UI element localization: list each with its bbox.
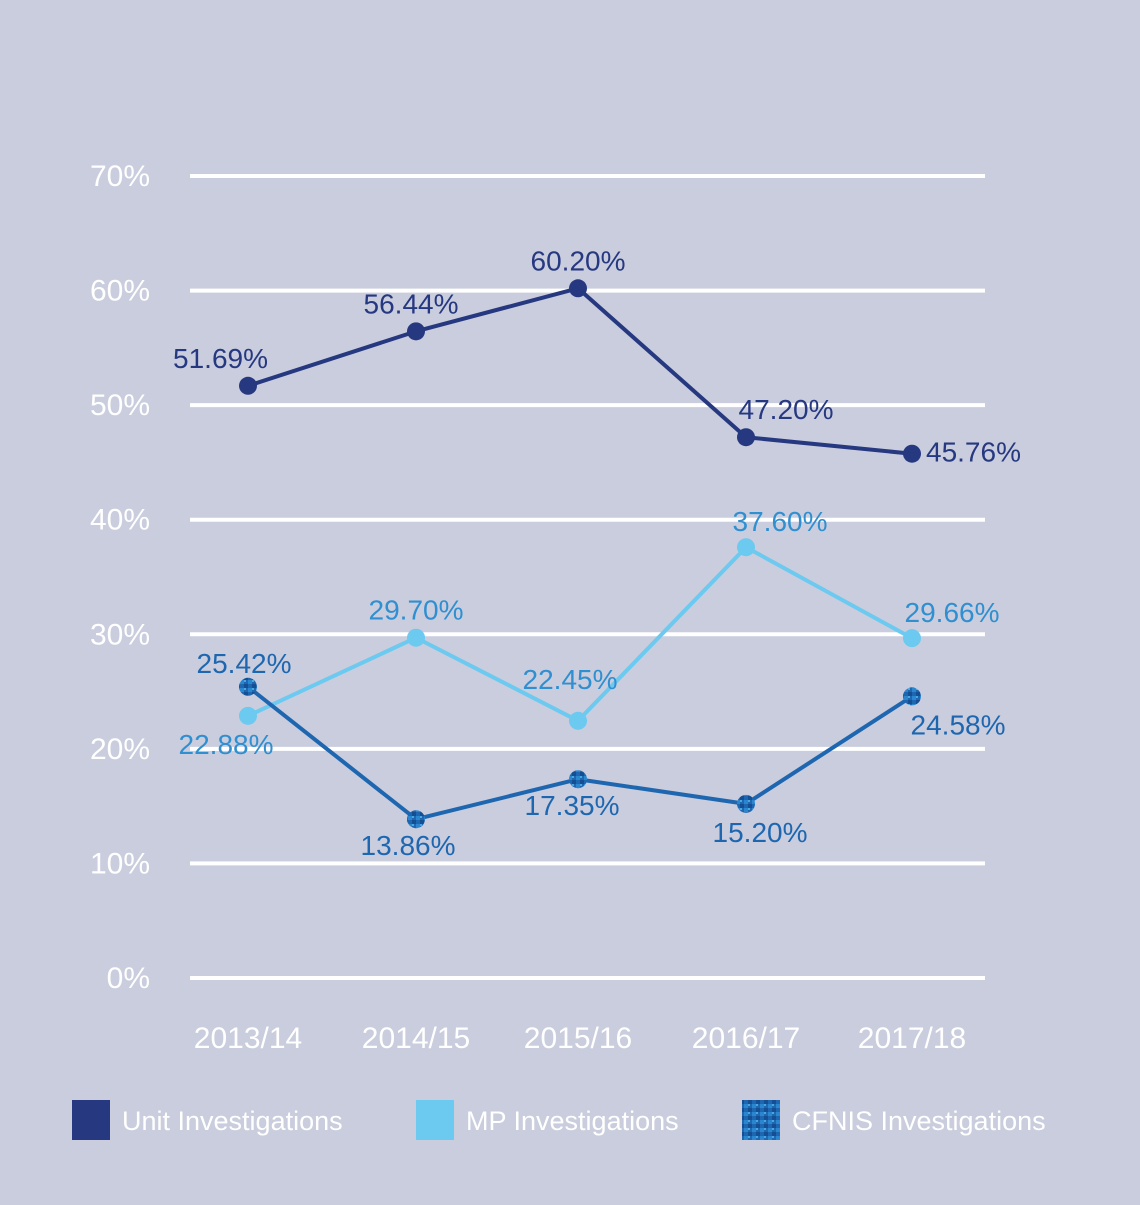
x-tick-label: 2016/17: [692, 1022, 800, 1055]
data-label-unit: 56.44%: [364, 288, 459, 319]
data-label-mp: 37.60%: [733, 506, 828, 537]
y-tick-label: 40%: [90, 504, 150, 537]
data-point-mp: [569, 711, 587, 730]
legend: Unit Investigations MP Investigations CFNI…: [72, 1100, 1046, 1140]
y-tick-label: 60%: [90, 275, 150, 308]
data-label-mp: 29.66%: [905, 597, 1000, 628]
data-label-mp: 22.45%: [523, 664, 618, 695]
data-point-unit: [239, 376, 257, 395]
data-label-cfnis: 17.35%: [525, 790, 620, 821]
legend-item-cfnis: CFNIS Investigations: [742, 1100, 1046, 1140]
legend-item-mp: MP Investigations: [416, 1100, 679, 1140]
data-label-unit: 60.20%: [531, 245, 626, 276]
legend-swatch: [742, 1100, 780, 1140]
data-label-cfnis: 13.86%: [361, 830, 456, 861]
data-point-unit: [903, 444, 921, 463]
series-lines: [239, 279, 921, 829]
y-axis-tick-labels: 0% 10% 20% 30% 40% 50% 60% 70%: [90, 160, 150, 995]
x-tick-label: 2017/18: [858, 1022, 966, 1055]
data-point-cfnis: [569, 770, 587, 789]
data-label-unit: 45.76%: [926, 437, 1021, 468]
data-point-cfnis: [737, 794, 755, 813]
data-point-unit: [737, 428, 755, 447]
data-point-mp: [903, 629, 921, 648]
legend-item-unit: Unit Investigations: [72, 1100, 343, 1140]
series-mp: [239, 538, 921, 730]
data-point-mp: [239, 706, 257, 725]
y-tick-label: 30%: [90, 618, 150, 651]
data-label-mp: 22.88%: [179, 729, 274, 760]
series-unit: [239, 279, 921, 463]
y-tick-label: 10%: [90, 847, 150, 880]
data-label-unit: 47.20%: [739, 394, 834, 425]
data-point-mp: [737, 538, 755, 557]
y-tick-label: 70%: [90, 160, 150, 193]
legend-swatch: [72, 1100, 110, 1140]
legend-label: CFNIS Investigations: [792, 1106, 1046, 1136]
data-label-mp: 29.70%: [369, 595, 464, 626]
x-tick-label: 2015/16: [524, 1022, 632, 1055]
data-point-cfnis: [407, 810, 425, 829]
y-tick-label: 20%: [90, 733, 150, 766]
data-point-cfnis: [903, 687, 921, 706]
series-line-unit: [247, 286, 913, 456]
data-label-unit: 51.69%: [173, 343, 268, 374]
legend-label: Unit Investigations: [122, 1106, 343, 1136]
data-label-cfnis: 25.42%: [197, 648, 292, 679]
x-tick-label: 2013/14: [194, 1022, 302, 1055]
x-tick-label: 2014/15: [362, 1022, 470, 1055]
data-point-unit: [407, 322, 425, 341]
data-point-mp: [407, 628, 425, 647]
series-cfnis: [239, 677, 921, 829]
y-tick-label: 0%: [107, 962, 150, 995]
y-tick-label: 50%: [90, 389, 150, 422]
data-labels: 51.69% 56.44% 60.20% 47.20% 45.76% 22.88% 29.7…: [173, 245, 1021, 861]
gridlines: [190, 174, 985, 980]
legend-swatch: [416, 1100, 454, 1140]
data-label-cfnis: 24.58%: [911, 709, 1006, 740]
data-point-unit: [569, 279, 587, 298]
legend-label: MP Investigations: [466, 1106, 679, 1136]
x-axis-tick-labels: 2013/14 2014/15 2015/16 2016/17 2017/18: [194, 1022, 966, 1055]
data-point-cfnis: [239, 677, 257, 696]
data-label-cfnis: 15.20%: [713, 817, 808, 848]
